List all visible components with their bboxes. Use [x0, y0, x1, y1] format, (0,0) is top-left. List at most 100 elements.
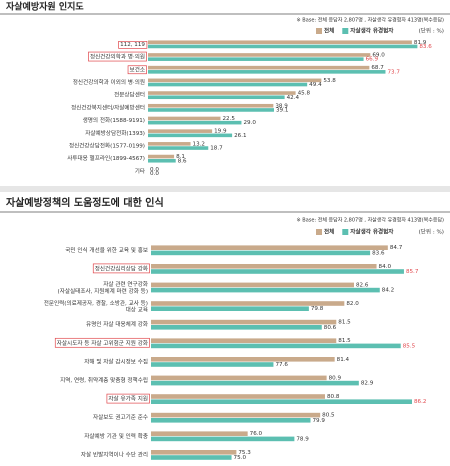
- bar: [148, 154, 175, 159]
- bar: [151, 282, 354, 288]
- bar: [151, 343, 401, 349]
- value-label: 19.9: [214, 129, 227, 135]
- value-label: 81.9: [414, 40, 427, 46]
- note: ※ Base: 전체 응답자 2,807명 , 자살생각 유경험자 413명(복…: [296, 217, 444, 224]
- value-label: 85.7: [406, 269, 419, 275]
- value-label: 80.5: [322, 413, 335, 419]
- value-label: 84.2: [382, 288, 394, 294]
- bar: [151, 250, 371, 256]
- category-label: 정신건강의학과 병·의원: [90, 53, 145, 61]
- bar: [148, 44, 418, 49]
- bar: [148, 57, 364, 61]
- value-label: 80.9: [329, 375, 342, 381]
- highlight-box: [118, 40, 148, 49]
- bar: [151, 338, 337, 343]
- bar: [148, 40, 412, 45]
- value-label: 85.5: [403, 343, 416, 349]
- category-label: 112, 119: [120, 42, 145, 48]
- bar: [148, 53, 371, 57]
- highlight-box: [106, 393, 150, 404]
- value-label: 45.8: [298, 91, 311, 97]
- chart-title: 자살예방정책의 도움정도에 대한 인식: [6, 196, 164, 209]
- note: ※ Base: 전체 응답자 2,807명 , 자살생각 유경험자 413명(복…: [296, 17, 444, 24]
- category-label: 자살 유가족 지원: [108, 395, 148, 403]
- bar: [148, 108, 274, 112]
- value-label: 38.9: [275, 103, 288, 109]
- value-label: 73.7: [387, 69, 400, 75]
- value-label: 8.6: [178, 158, 187, 164]
- value-label: 29.0: [243, 120, 256, 126]
- highlight-box: [127, 65, 147, 75]
- value-label: 42.4: [287, 95, 300, 101]
- bar: [151, 450, 237, 455]
- value-label: 18.7: [210, 146, 223, 152]
- value-label: 8.1: [176, 154, 185, 160]
- bar: [151, 399, 412, 404]
- category-label: 정신건강의학과 이외의 병·의원: [73, 78, 145, 86]
- bar: [151, 380, 359, 386]
- bar: [148, 133, 233, 138]
- value-label: 53.8: [323, 78, 336, 84]
- legend-swatch: [342, 229, 349, 235]
- bar: [151, 325, 322, 330]
- unit: (단위 : %): [419, 228, 444, 236]
- value-label: 81.5: [338, 338, 351, 344]
- value-label: 68.7: [371, 65, 384, 71]
- legend-label: 자살생각 유경험자: [350, 228, 394, 236]
- legend-label: 전체: [324, 27, 334, 35]
- value-label: 66.9: [366, 57, 379, 63]
- bar: [148, 120, 242, 125]
- value-label: 75.3: [238, 450, 251, 456]
- category-label: 국민 인식 개선을 위한 교육 및 홍보: [65, 246, 148, 254]
- category-label: 정신건강심리상담 강화: [95, 264, 148, 272]
- bar: [151, 306, 309, 311]
- bar: [148, 146, 209, 150]
- legend-swatch: [316, 28, 322, 34]
- value-label: 83.6: [419, 44, 432, 50]
- bar: [151, 394, 325, 399]
- bar: [151, 269, 404, 274]
- bar: [151, 418, 311, 423]
- category-label: 자살보도 권고기준 준수: [93, 413, 148, 421]
- value-label: 84.7: [390, 245, 403, 251]
- legend-swatch: [316, 229, 322, 235]
- category-label: 자살 빈발지역이나 수단 관리: [81, 450, 148, 458]
- category-label: 생명의 전화(1588-9191): [83, 116, 145, 124]
- bar: [148, 129, 213, 133]
- value-label: 84.0: [379, 264, 392, 270]
- value-label: 49.4: [309, 82, 322, 88]
- value-label: 13.2: [193, 141, 205, 147]
- highlight-box: [92, 263, 150, 274]
- unit: (단위 : %): [419, 27, 444, 35]
- bar: [148, 95, 285, 100]
- value-label: 82.0: [346, 301, 359, 307]
- value-label: 82.6: [356, 282, 369, 288]
- value-label: 0.0: [150, 167, 159, 173]
- value-label: 82.9: [361, 381, 374, 387]
- bar: [151, 436, 295, 442]
- bar: [151, 319, 337, 325]
- value-label: 26.1: [234, 133, 247, 139]
- legend-label: 전체: [324, 228, 334, 236]
- bar: [151, 287, 380, 293]
- category-label: 전문상담센터: [114, 91, 145, 99]
- bar: [151, 264, 377, 269]
- value-label: 80.6: [324, 325, 337, 331]
- value-label: 79.9: [313, 418, 326, 424]
- value-label: 86.2: [414, 399, 426, 405]
- bar: [148, 142, 191, 146]
- highlight-box: [88, 51, 147, 62]
- value-label: 75.0: [234, 455, 247, 461]
- value-label: 39.1: [276, 107, 289, 113]
- bar: [148, 70, 386, 74]
- bar: [148, 78, 322, 83]
- separator: [0, 186, 450, 192]
- bar: [151, 375, 327, 381]
- category-label: 자살예방 기관 및 인력 확충: [84, 432, 148, 440]
- bar: [148, 103, 274, 108]
- category-label: 사투대응 헬프라인(1899-4567): [67, 154, 145, 162]
- value-label: 81.5: [338, 320, 351, 326]
- bar: [151, 245, 388, 250]
- chart-title: 자살예방자원 인지도: [6, 1, 84, 13]
- value-label: 77.6: [275, 362, 288, 368]
